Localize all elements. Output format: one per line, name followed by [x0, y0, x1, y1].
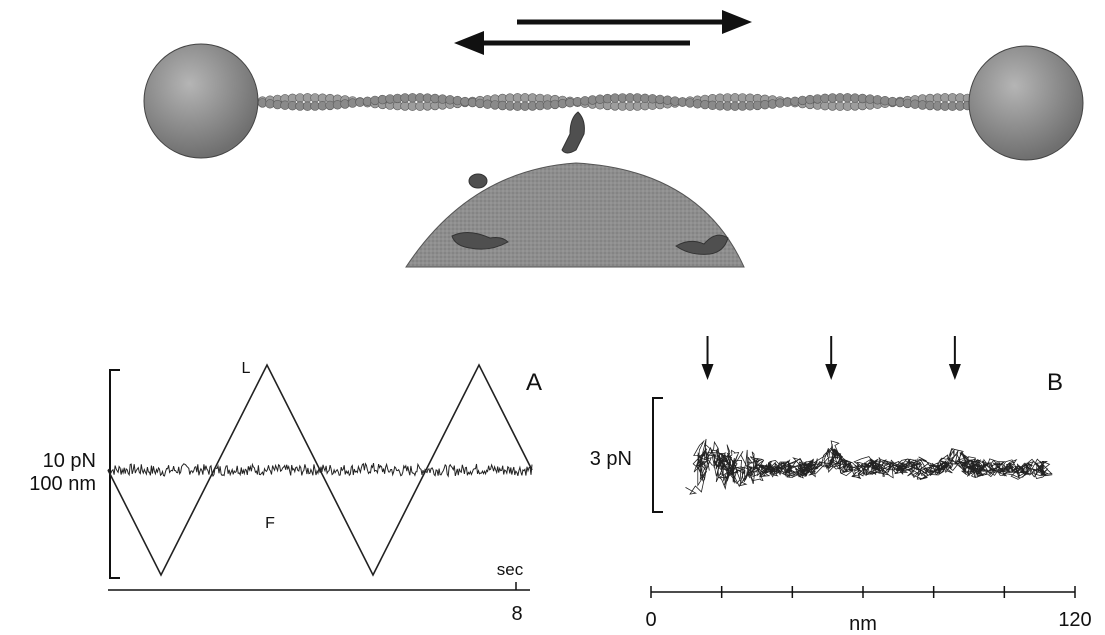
panel-label-b: B: [1047, 369, 1063, 396]
right-arrow-icon: [517, 10, 752, 34]
series-line-force: [107, 462, 533, 478]
actin-filament: [250, 93, 973, 111]
series-line-load: [107, 363, 533, 577]
optical-trap-schematic: [143, 10, 1084, 268]
scale-label-distance: 100 nm: [29, 473, 96, 495]
scale-label-force: 10 pN: [43, 450, 96, 472]
myosin-motor-icon: [451, 111, 729, 255]
series-label-force: F: [265, 515, 275, 532]
left-arrow-icon: [454, 31, 690, 55]
panel-b-x-tick-label-start: 0: [645, 609, 656, 631]
scale-label-force-b: 3 pN: [590, 448, 632, 470]
panel-b-x-axis-label: nm: [849, 613, 877, 635]
down-arrow-icon: [948, 336, 961, 380]
series-label-load: L: [242, 360, 251, 377]
left-trapped-bead: [143, 43, 259, 159]
series-trace-force-position: [685, 438, 1053, 495]
panel-b-x-ticks: [650, 586, 1076, 598]
down-arrow-icon: [825, 336, 838, 380]
panel-b-x-tick-label-end: 120: [1058, 609, 1091, 631]
panel-label-a: A: [526, 369, 542, 396]
right-trapped-bead: [968, 45, 1084, 161]
panel-b-arrow-markers: [701, 336, 961, 380]
panel-b-scale-bracket: [652, 397, 663, 513]
panel-a-scale-bracket: [109, 369, 120, 579]
panel-a-time-unit: sec: [497, 560, 524, 579]
down-arrow-icon: [701, 336, 714, 380]
panel-b: 3 pN 0 120 nm B: [590, 336, 1092, 635]
panel-a-x-end-label: 8: [511, 603, 522, 625]
panel-a: 10 pN 100 nm sec 8 L F A: [29, 360, 542, 625]
